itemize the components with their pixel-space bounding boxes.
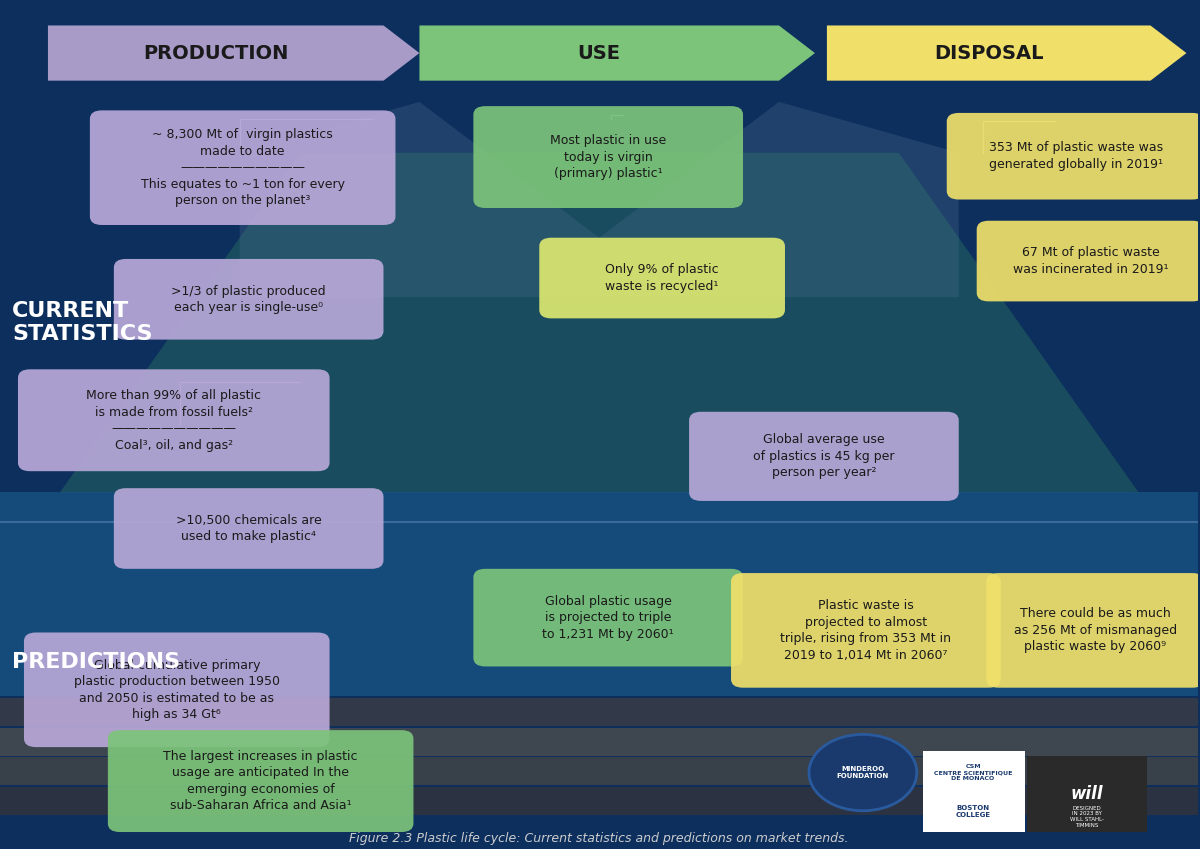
Text: Global average use
of plastics is 45 kg per
person per year²: Global average use of plastics is 45 kg … xyxy=(754,433,895,480)
FancyBboxPatch shape xyxy=(1027,756,1147,832)
FancyBboxPatch shape xyxy=(0,492,1199,696)
Text: ~ 8,300 Mt of  virgin plastics
made to date
——————————
This equates to ~1 ton fo: ~ 8,300 Mt of virgin plastics made to da… xyxy=(140,128,344,207)
FancyBboxPatch shape xyxy=(0,728,1199,756)
FancyBboxPatch shape xyxy=(986,573,1200,688)
FancyBboxPatch shape xyxy=(473,569,743,666)
Text: DISPOSAL: DISPOSAL xyxy=(934,43,1044,63)
FancyBboxPatch shape xyxy=(923,751,1025,794)
Text: will: will xyxy=(1070,784,1103,803)
Text: Global plastic usage
is projected to triple
to 1,231 Mt by 2060¹: Global plastic usage is projected to tri… xyxy=(542,594,674,641)
FancyBboxPatch shape xyxy=(18,369,330,471)
Text: Figure 2.3 Plastic life cycle: Current statistics and predictions on market tren: Figure 2.3 Plastic life cycle: Current s… xyxy=(349,832,848,845)
Text: 67 Mt of plastic waste
was incinerated in 2019¹: 67 Mt of plastic waste was incinerated i… xyxy=(1013,246,1169,276)
Text: Global cumulative primary
plastic production between 1950
and 2050 is estimated : Global cumulative primary plastic produc… xyxy=(73,659,280,721)
Polygon shape xyxy=(60,153,1139,492)
FancyBboxPatch shape xyxy=(114,488,384,569)
Text: There could be as much
as 256 Mt of mismanaged
plastic waste by 2060⁹: There could be as much as 256 Mt of mism… xyxy=(1014,607,1177,654)
Text: CURRENT
STATISTICS: CURRENT STATISTICS xyxy=(12,301,152,344)
FancyBboxPatch shape xyxy=(0,698,1199,726)
Text: >1/3 of plastic produced
each year is single-use⁰: >1/3 of plastic produced each year is si… xyxy=(172,284,326,314)
Polygon shape xyxy=(827,25,1187,81)
Text: CSM
CENTRE SCIENTIFIQUE
DE MONACO: CSM CENTRE SCIENTIFIQUE DE MONACO xyxy=(934,764,1013,781)
Text: USE: USE xyxy=(577,43,620,63)
FancyBboxPatch shape xyxy=(24,633,330,747)
Text: MINDEROO
FOUNDATION: MINDEROO FOUNDATION xyxy=(836,766,889,779)
FancyBboxPatch shape xyxy=(0,102,1199,849)
FancyBboxPatch shape xyxy=(90,110,396,225)
Text: BOSTON
COLLEGE: BOSTON COLLEGE xyxy=(955,805,991,818)
Text: DESIGNED
IN 2023 BY
WILL STAHL-
TIMMINS: DESIGNED IN 2023 BY WILL STAHL- TIMMINS xyxy=(1070,806,1104,828)
Text: More than 99% of all plastic
is made from fossil fuels²
——————————
Coal³, oil, a: More than 99% of all plastic is made fro… xyxy=(86,389,262,452)
FancyBboxPatch shape xyxy=(539,238,785,318)
FancyBboxPatch shape xyxy=(108,730,414,832)
FancyBboxPatch shape xyxy=(731,573,1001,688)
Text: PRODUCTION: PRODUCTION xyxy=(143,43,288,63)
FancyBboxPatch shape xyxy=(473,106,743,208)
Text: Most plastic in use
today is virgin
(primary) plastic¹: Most plastic in use today is virgin (pri… xyxy=(550,134,666,180)
Polygon shape xyxy=(48,25,420,81)
Text: 353 Mt of plastic waste was
generated globally in 2019¹: 353 Mt of plastic waste was generated gl… xyxy=(989,142,1163,171)
Text: The largest increases in plastic
usage are anticipated In the
emerging economies: The largest increases in plastic usage a… xyxy=(163,750,358,812)
Text: Only 9% of plastic
waste is recycled¹: Only 9% of plastic waste is recycled¹ xyxy=(605,263,719,293)
FancyBboxPatch shape xyxy=(923,791,1025,832)
FancyBboxPatch shape xyxy=(947,113,1200,200)
FancyBboxPatch shape xyxy=(114,259,384,340)
Polygon shape xyxy=(420,25,815,81)
Polygon shape xyxy=(240,102,959,297)
Circle shape xyxy=(809,734,917,811)
FancyBboxPatch shape xyxy=(0,757,1199,785)
Text: Plastic waste is
projected to almost
triple, rising from 353 Mt in
2019 to 1,014: Plastic waste is projected to almost tri… xyxy=(780,599,952,661)
FancyBboxPatch shape xyxy=(977,221,1200,301)
FancyBboxPatch shape xyxy=(0,787,1199,815)
Text: PREDICTIONS: PREDICTIONS xyxy=(12,652,180,672)
FancyBboxPatch shape xyxy=(689,412,959,501)
Text: >10,500 chemicals are
used to make plastic⁴: >10,500 chemicals are used to make plast… xyxy=(175,514,322,543)
